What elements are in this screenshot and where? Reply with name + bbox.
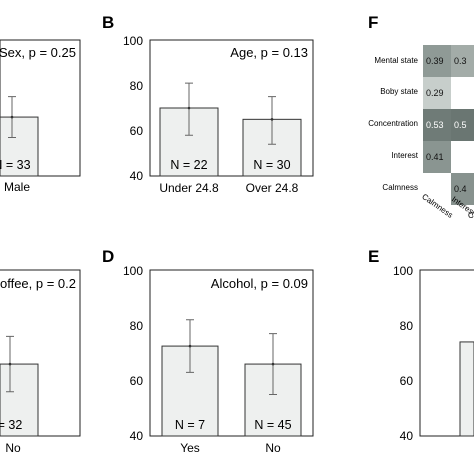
panel-age: B 40 60 80 100 Age, p = 0.13 N = 22 N = 3… xyxy=(102,13,314,195)
heatmap-cell xyxy=(451,109,474,141)
panel-letter: E xyxy=(368,247,379,266)
heatmap-col-label: Cl xyxy=(468,211,474,220)
heatmap-cell xyxy=(451,45,474,77)
panel-letter: D xyxy=(102,247,114,266)
axes-frame xyxy=(0,39,81,177)
x-tick-label: No xyxy=(5,441,21,455)
x-tick-label: Over 24.8 xyxy=(246,181,299,195)
y-tick-label: 40 xyxy=(130,429,144,443)
panel-coffee: offee, p = 0.2 = 32 No xyxy=(0,269,81,455)
y-tick-label: 100 xyxy=(123,34,143,48)
heatmap-cell xyxy=(423,45,451,77)
panel-title: Sex, p = 0.25 xyxy=(0,45,76,60)
n-label: N = 30 xyxy=(253,158,290,172)
heatmap-value: 0.4 xyxy=(454,184,467,194)
heatmap-row-label: Concentration xyxy=(368,119,418,128)
heatmap-row-label: Mental state xyxy=(374,56,418,65)
y-tick-label: 80 xyxy=(130,319,144,333)
y-tick-label: 40 xyxy=(130,169,144,183)
heatmap-cell xyxy=(423,141,451,173)
mean-point xyxy=(8,362,12,366)
heatmap-cell xyxy=(423,109,451,141)
mean-point xyxy=(270,118,274,121)
n-label: N = 45 xyxy=(254,418,291,432)
panel-e: E 40 60 80 100 xyxy=(368,247,474,443)
panel-letter: B xyxy=(102,13,114,32)
heatmap-value: 0.41 xyxy=(426,152,444,162)
n-label: N = 22 xyxy=(170,158,207,172)
heatmap-value: 0.53 xyxy=(426,120,444,130)
heatmap-cell xyxy=(423,77,451,109)
axes-frame xyxy=(419,269,474,437)
n-label: = 32 xyxy=(0,418,22,432)
y-tick-label: 60 xyxy=(400,374,414,388)
y-tick-label: 100 xyxy=(393,264,413,278)
y-tick-label: 60 xyxy=(130,374,144,388)
heatmap-value: 0.3 xyxy=(454,56,467,66)
heatmap-value: 0.5 xyxy=(454,120,467,130)
mean-point xyxy=(10,115,14,119)
mean-point xyxy=(271,362,275,366)
panel-correlation-heatmap: F 0.39 0.3 0.29 0.53 0.5 0.41 0.4 Mental state… xyxy=(368,13,474,220)
heatmap-value: 0.29 xyxy=(426,88,444,98)
bar xyxy=(459,341,474,437)
y-tick-label: 80 xyxy=(400,319,414,333)
axes-frame xyxy=(0,269,81,437)
x-tick-label: Male xyxy=(4,180,30,194)
x-tick-label: No xyxy=(265,441,281,455)
panel-title: offee, p = 0.2 xyxy=(0,276,76,291)
panel-alcohol: D 40 60 80 100 Alcohol, p = 0.09 N = 7 N … xyxy=(102,247,314,455)
bar xyxy=(0,116,39,177)
n-label: N = 7 xyxy=(175,418,205,432)
bar xyxy=(159,107,219,177)
y-tick-label: 60 xyxy=(130,124,144,138)
axes-frame xyxy=(149,39,314,177)
x-tick-label: Yes xyxy=(180,441,200,455)
heatmap-value: 0.39 xyxy=(426,56,444,66)
heatmap-row-label: Boby state xyxy=(380,87,418,96)
axes-frame xyxy=(149,269,314,437)
n-label: N = 33 xyxy=(0,158,31,172)
heatmap-cell xyxy=(451,173,474,205)
panel-sex: Sex, p = 0.25 N = 33 Male xyxy=(0,39,81,194)
mean-point xyxy=(187,106,191,110)
panel-title: Alcohol, p = 0.09 xyxy=(211,276,308,291)
y-tick-label: 40 xyxy=(400,429,414,443)
panel-letter: F xyxy=(368,13,378,32)
y-tick-label: 80 xyxy=(130,79,144,93)
heatmap-row-label: Interest xyxy=(391,151,418,160)
heatmap-row-label: Calmness xyxy=(382,183,418,192)
x-tick-label: Under 24.8 xyxy=(159,181,219,195)
mean-point xyxy=(188,344,192,348)
y-tick-label: 100 xyxy=(123,264,143,278)
panel-title: Age, p = 0.13 xyxy=(230,45,308,60)
bar xyxy=(0,363,39,437)
